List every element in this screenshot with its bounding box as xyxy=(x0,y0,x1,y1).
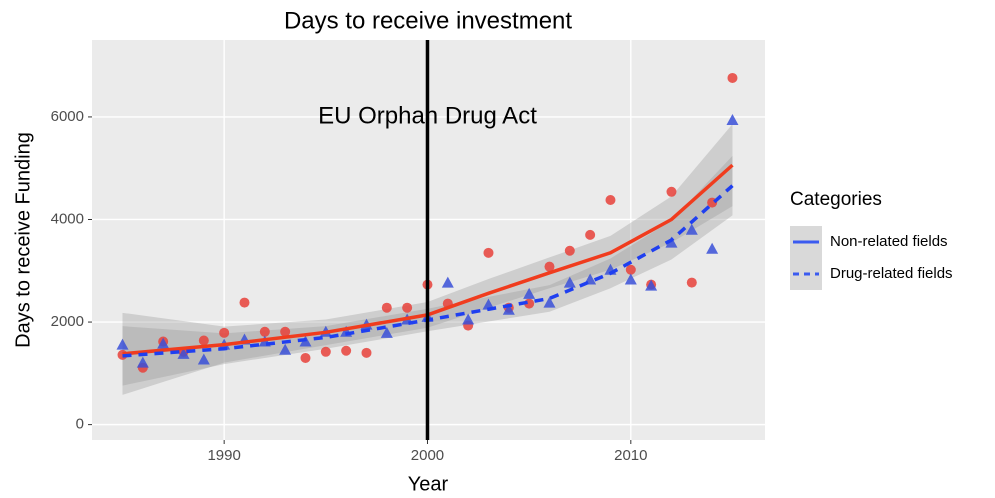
point xyxy=(564,245,575,256)
y-tick-label: 4000 xyxy=(51,210,84,227)
point xyxy=(219,327,230,338)
annotation: EU Orphan Drug Act xyxy=(318,102,537,129)
point xyxy=(441,276,454,288)
legend-label: Drug-related fields xyxy=(830,265,953,282)
point xyxy=(116,338,129,350)
point xyxy=(686,277,697,288)
point xyxy=(177,347,190,359)
x-tick-label: 2010 xyxy=(614,447,647,464)
point xyxy=(605,195,616,205)
point xyxy=(279,343,292,355)
y-tick-label: 2000 xyxy=(51,313,84,330)
point xyxy=(543,296,556,308)
point xyxy=(136,356,149,368)
legend-title: Categories xyxy=(790,189,882,210)
x-tick-label: 2000 xyxy=(411,447,444,464)
point xyxy=(523,287,536,299)
point xyxy=(666,186,677,197)
point xyxy=(625,264,636,275)
point xyxy=(320,346,331,357)
point xyxy=(563,276,576,288)
point xyxy=(544,261,555,272)
point xyxy=(585,229,596,240)
point xyxy=(727,72,738,83)
confidence-band xyxy=(122,124,733,395)
point xyxy=(685,223,698,235)
point xyxy=(624,273,637,285)
point xyxy=(665,236,678,248)
x-axis-title: Year xyxy=(408,473,449,495)
point xyxy=(198,335,209,346)
point xyxy=(259,326,270,337)
point xyxy=(483,247,494,258)
point xyxy=(300,352,311,363)
y-tick-label: 6000 xyxy=(51,108,84,125)
legend-label: Non-related fields xyxy=(830,233,948,250)
trend-line xyxy=(122,184,734,358)
point xyxy=(462,313,475,325)
point xyxy=(197,353,210,365)
point xyxy=(361,347,372,358)
point xyxy=(157,337,170,349)
point xyxy=(239,297,250,308)
point xyxy=(726,114,739,125)
x-tick-label: 1990 xyxy=(207,447,240,464)
y-axis-title: Days to receive Funding xyxy=(12,132,34,348)
y-tick-label: 0 xyxy=(76,416,84,433)
point xyxy=(645,279,658,291)
point xyxy=(381,302,392,313)
point xyxy=(341,345,352,356)
point xyxy=(502,303,515,315)
trend-line xyxy=(122,163,734,356)
point xyxy=(280,326,291,337)
point xyxy=(706,242,719,254)
point xyxy=(402,302,413,313)
chart-title: Days to receive investment xyxy=(284,7,572,34)
point xyxy=(482,298,495,310)
point xyxy=(380,326,393,338)
